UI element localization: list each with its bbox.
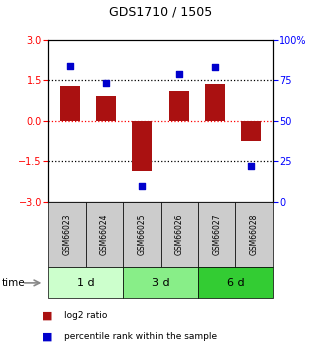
Text: time: time [2, 278, 25, 288]
Text: ■: ■ [42, 311, 52, 321]
Text: GSM66027: GSM66027 [212, 214, 221, 255]
Text: GSM66024: GSM66024 [100, 214, 109, 255]
Point [104, 81, 109, 86]
Bar [60, 86, 80, 121]
Text: GSM66028: GSM66028 [250, 214, 259, 255]
Text: GSM66023: GSM66023 [62, 214, 71, 255]
Point [140, 183, 145, 188]
Point [212, 65, 217, 70]
Text: log2 ratio: log2 ratio [64, 311, 108, 320]
Point [67, 63, 73, 68]
Text: GSM66026: GSM66026 [175, 214, 184, 255]
Bar [96, 96, 116, 121]
Text: 6 d: 6 d [227, 278, 244, 288]
Text: 1 d: 1 d [77, 278, 94, 288]
Text: percentile rank within the sample: percentile rank within the sample [64, 332, 217, 341]
Bar [205, 84, 225, 121]
Text: ■: ■ [42, 332, 52, 341]
Text: GDS1710 / 1505: GDS1710 / 1505 [109, 6, 212, 19]
Text: 3 d: 3 d [152, 278, 169, 288]
Bar [132, 121, 152, 171]
Bar [241, 121, 261, 141]
Text: GSM66025: GSM66025 [137, 214, 146, 255]
Bar [169, 91, 189, 121]
Point [248, 164, 254, 169]
Point [176, 71, 181, 77]
